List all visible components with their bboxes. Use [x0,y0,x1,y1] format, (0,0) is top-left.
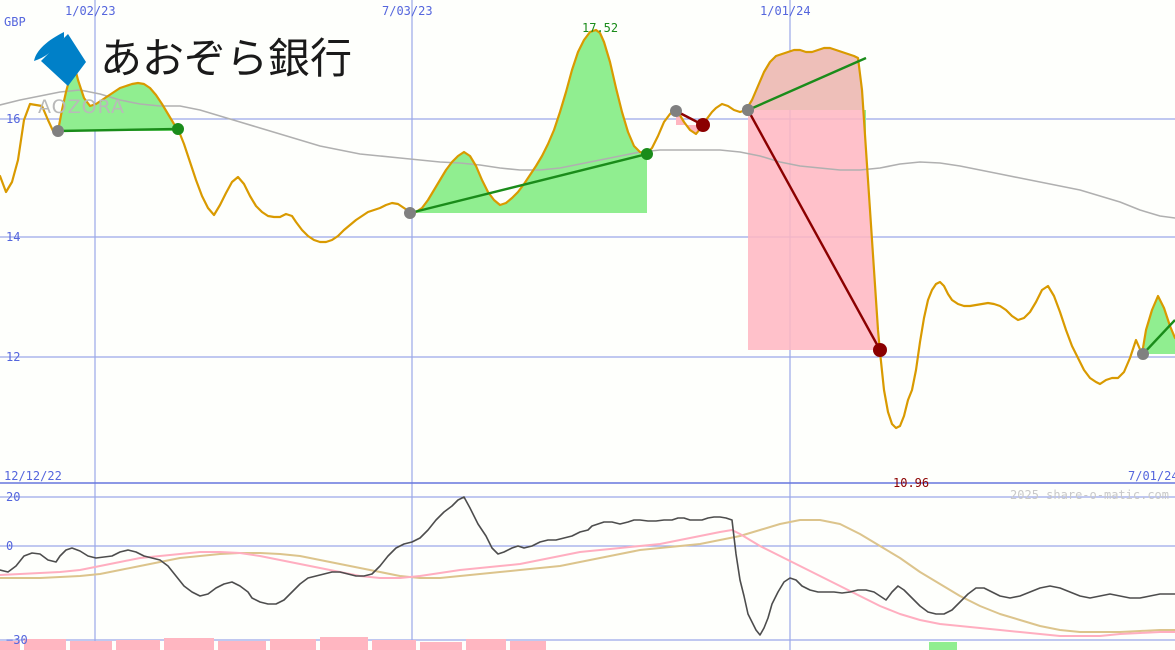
site-copyright: 2025 share-o-matic.com [1010,488,1169,502]
trade-fill-region [410,30,647,213]
macd-histogram-bar [372,640,416,650]
trade-fill-regions [58,30,1175,354]
macd-histogram-bar [320,637,368,650]
trade-entry-dot [1137,348,1149,360]
moving-average-line [0,89,1175,219]
trade-connector [747,56,867,112]
indicator-axis-tick-label: 20 [6,490,21,504]
macd-histogram-bar [24,639,66,650]
price-line [0,28,1175,430]
indicator-axis-tick-label: −30 [6,633,28,647]
macd-histogram-bar [70,641,112,650]
macd-trigger-line [0,519,1175,633]
top-axis-date-label: 1/01/24 [760,4,811,18]
macd-signal-line [0,529,1175,637]
trade-entry-dot [404,207,416,219]
price-axis-tick-label: 12 [6,350,21,364]
trade-fill-region [1143,296,1175,354]
trade-exit-dot [172,123,184,135]
macd-histogram-bar [0,641,20,650]
trade-exit-dot [696,118,710,132]
trade-exit-dot [641,148,653,160]
trade-connector [746,109,882,351]
bottom-axis-date-label: 12/12/22 [4,469,62,483]
macd-histogram-bar [510,641,546,650]
macd-histogram-bar [466,639,506,650]
macd-histogram-bar [164,638,214,650]
price-annotation-label: 17.52 [582,21,619,35]
trade-fill-region [676,111,703,134]
trade-fill-region [748,48,880,352]
price-axis-tick-label: 14 [6,230,21,244]
indicator-axis-tick-label: 0 [6,539,14,553]
price-annotation-label: 10.96 [893,476,930,490]
horizontal-gridlines [0,118,1175,641]
macd-histogram [0,637,957,650]
macd-histogram-bar [270,639,316,650]
trade-fill-region [58,64,178,131]
company-name: あおぞら銀行 [100,34,353,83]
top-axis-date-label: 1/02/23 [65,4,116,18]
trade-connector [57,127,179,133]
price-axis-tick-label: 16 [6,112,21,126]
macd-main-line [0,496,1175,636]
bottom-axis-date-label: 7/01/24 [1128,469,1175,483]
macd-histogram-bar [420,642,462,650]
ticker-watermark: AOZORA [38,96,126,118]
trade-connector [409,152,648,215]
currency-unit-label: GBP [4,15,26,29]
trade-entry-dot [742,104,754,116]
macd-histogram-bar [116,640,160,650]
trade-entry-dot [52,125,64,137]
macd-histogram-bar [218,641,266,650]
trade-entry-dot [670,105,682,117]
trade-exit-dot [873,343,887,357]
macd-histogram-bar [929,642,957,650]
company-logo-block: あおぞら銀行 [28,28,352,90]
top-axis-date-label: 7/03/23 [382,4,433,18]
aozora-logo-icon [34,32,86,86]
trade-marker-dots[interactable] [52,104,1149,360]
trade-connector [1142,319,1175,355]
